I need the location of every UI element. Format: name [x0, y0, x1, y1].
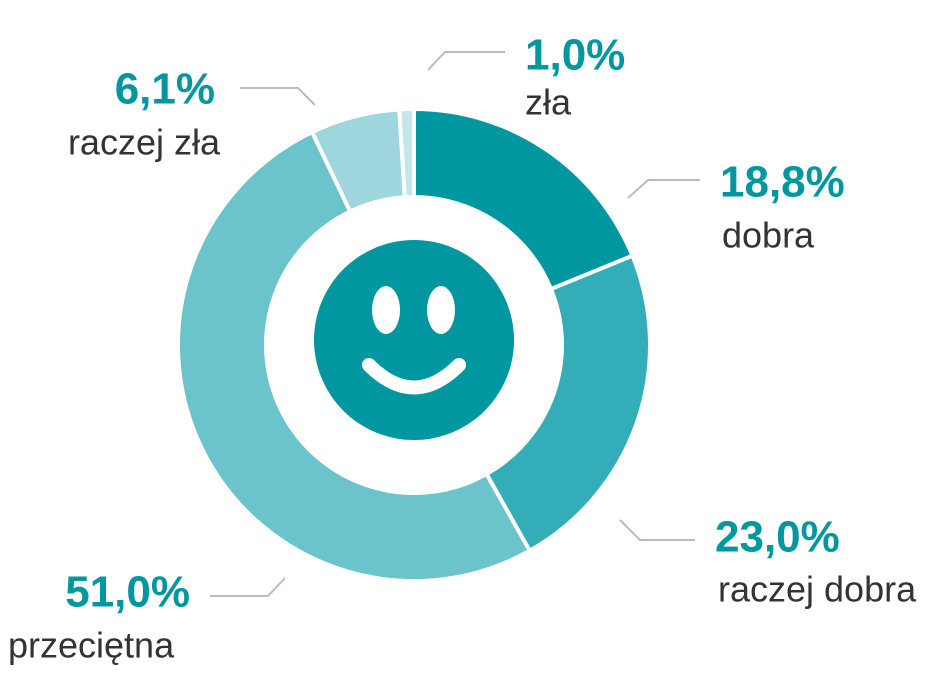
value-label: 51,0% — [65, 568, 190, 617]
value-label: 6,1% — [115, 65, 215, 114]
category-label: raczej dobra — [718, 569, 917, 610]
leader-line — [210, 577, 286, 597]
value-label: 1,0% — [525, 31, 625, 80]
value-label: 18,8% — [720, 158, 845, 207]
labels: 18,8% dobra 23,0% raczej dobra 51,0% przecięt… — [8, 31, 917, 666]
leader-line — [627, 179, 700, 199]
leader-line — [427, 51, 505, 71]
slice — [483, 253, 652, 554]
slice — [309, 107, 407, 215]
category-label: raczej zła — [68, 122, 221, 163]
leader-line — [240, 87, 316, 106]
category-label: zła — [525, 82, 572, 123]
leader-line — [619, 519, 695, 541]
category-label: dobra — [722, 215, 815, 256]
smiley — [314, 240, 514, 440]
category-label: przeciętna — [8, 625, 175, 666]
value-label: 23,0% — [715, 513, 840, 562]
slice — [175, 129, 533, 583]
slice — [412, 106, 636, 292]
